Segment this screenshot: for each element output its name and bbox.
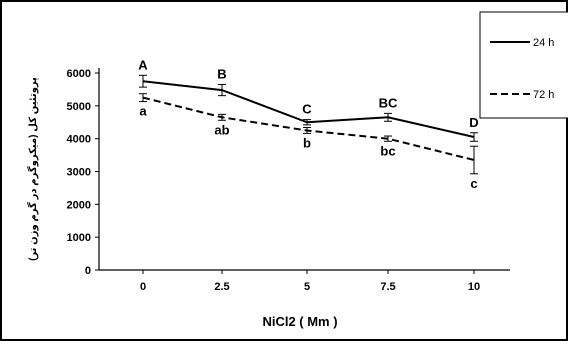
y-tick-label: 3000 (67, 167, 91, 179)
significance-letter: C (302, 102, 312, 117)
x-tick-label: 10 (468, 281, 480, 293)
x-ticks: 0 2.5 5 7.5 10 (140, 270, 480, 293)
significance-letter: b (303, 135, 311, 150)
x-tick-label: 7.5 (380, 281, 395, 293)
significance-letter: a (139, 104, 147, 119)
legend-box (479, 11, 568, 119)
significance-letter: D (469, 115, 478, 130)
x-axis-title: NiCl2 ( Mm ) (262, 314, 337, 329)
significance-letter: ab (214, 122, 229, 137)
significance-letter: c (470, 176, 477, 191)
significance-letter: BC (379, 95, 398, 110)
significance-letter: bc (380, 143, 395, 158)
y-tick-label: 4000 (67, 134, 91, 146)
x-tick-label: 5 (304, 281, 310, 293)
y-tick-label: 0 (85, 265, 91, 277)
x-tick-label: 2.5 (214, 281, 229, 293)
legend-label-72h: 72 h (533, 89, 554, 101)
y-tick-label: 5000 (67, 101, 91, 113)
legend-label-24h: 24 h (533, 37, 554, 49)
significance-letter: A (138, 57, 148, 72)
x-tick-label: 0 (140, 281, 146, 293)
y-tick-label: 1000 (67, 232, 91, 244)
y-tick-label: 2000 (67, 199, 91, 211)
significance-letter: B (217, 66, 226, 81)
legend: 24 h 72 h (479, 11, 568, 119)
y-axis-title: پروتئین کل (میکروگرم در گرم وزن تر) (26, 77, 39, 261)
y-ticks: 0 1000 2000 3000 4000 5000 6000 (67, 68, 99, 277)
y-tick-label: 6000 (67, 68, 91, 80)
